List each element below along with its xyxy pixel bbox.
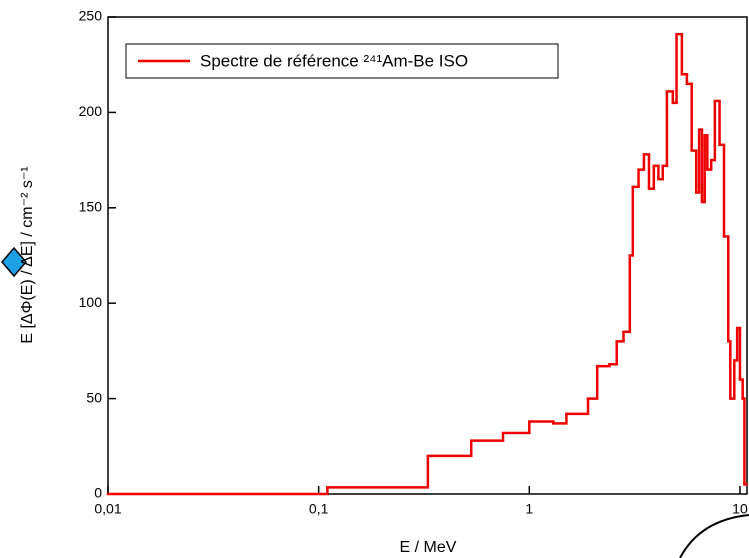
y-tick-label: 100 [79, 294, 103, 310]
step-riser [326, 34, 746, 494]
legend-label: Spectre de référence ²⁴¹Am-Be ISO [200, 51, 468, 70]
y-tick-label: 200 [79, 103, 103, 119]
decor-icon [1, 246, 27, 278]
x-axis-label: E / MeV [400, 539, 457, 556]
x-tick-label: 0,1 [309, 501, 329, 517]
decor-arc [679, 514, 749, 558]
y-tick-label: 150 [79, 199, 103, 215]
x-tick-label: 10 [732, 501, 748, 517]
y-tick-label: 0 [94, 485, 102, 501]
y-tick-label: 50 [86, 389, 102, 405]
x-tick-label: 0,01 [94, 501, 121, 517]
x-tick-label: 1 [525, 501, 533, 517]
plot-frame [107, 16, 748, 495]
legend-box [125, 43, 559, 79]
y-tick-label: 250 [79, 8, 103, 24]
y-axis-label: E [ΔΦ(E) / ΔE] / cm⁻² s⁻¹ [19, 166, 36, 343]
